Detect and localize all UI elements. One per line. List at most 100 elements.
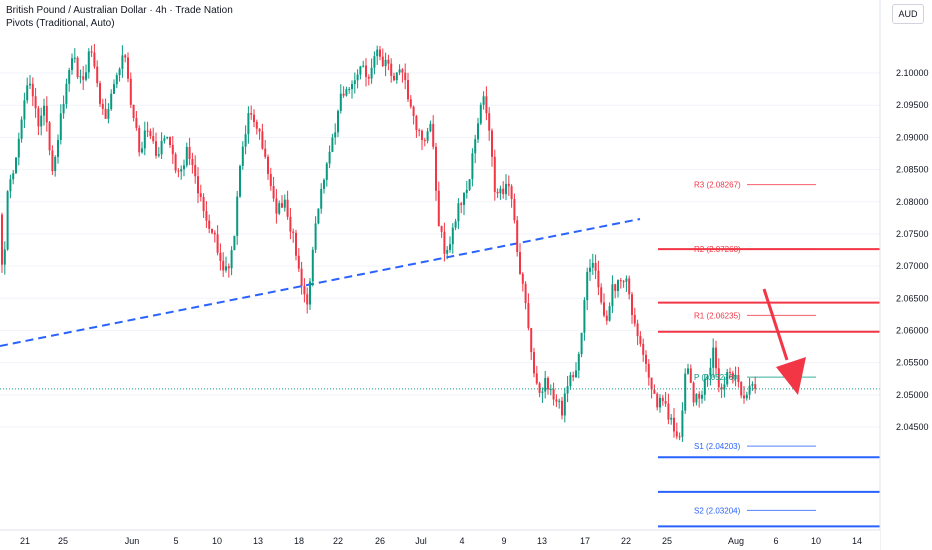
candle-body (538, 383, 541, 393)
price-axis[interactable]: 2.10000 2.09500 2.09000 2.08500 2.08000 2.075… (879, 0, 932, 550)
candle-body (101, 103, 104, 109)
candle-body (373, 56, 376, 68)
candle-body (418, 130, 421, 132)
candle-body (37, 108, 40, 127)
candle-body (468, 179, 471, 190)
candle-body (9, 179, 12, 192)
x-tick-label: 14 (852, 536, 862, 546)
y-tick-label: 2.09000 (896, 132, 929, 142)
x-tick-label: 10 (212, 536, 222, 546)
x-tick-label: 22 (621, 536, 631, 546)
candle-body (628, 278, 631, 295)
candle-body (712, 347, 715, 368)
candle-body (73, 57, 76, 59)
candle-body (323, 179, 325, 189)
candle-body (558, 400, 561, 402)
candle-body (477, 123, 479, 140)
candle-body (661, 397, 664, 402)
candle-body (597, 270, 600, 288)
y-tick-label: 2.07500 (896, 229, 929, 239)
y-tick-label: 2.06500 (896, 293, 929, 303)
candle-body (505, 183, 507, 195)
candle-body (85, 72, 87, 80)
candle-body (698, 393, 701, 399)
x-tick-label: 26 (375, 536, 385, 546)
candle-body (684, 373, 687, 411)
candle-body (535, 373, 538, 384)
candle-body (451, 227, 454, 245)
candle-body (474, 139, 477, 154)
candle-body (20, 119, 23, 139)
candle-body (272, 186, 275, 199)
candle-body (328, 151, 331, 164)
candle-body (440, 226, 443, 232)
candle-body (306, 294, 309, 305)
candle-body (247, 113, 250, 135)
candle-body (325, 163, 328, 180)
chart-grid (0, 72, 880, 428)
candle-body (493, 156, 496, 192)
candle-body (488, 113, 491, 131)
candle-body (692, 382, 695, 403)
candle-body (751, 384, 754, 386)
candle-body (124, 55, 127, 58)
candle-body (426, 131, 429, 141)
x-tick-label: 10 (811, 536, 821, 546)
candle-body (110, 93, 113, 110)
candle-body (99, 83, 101, 104)
candle-body (348, 89, 351, 91)
candle-body (283, 199, 286, 208)
time-axis[interactable]: 21 25 Jun 5 10 13 18 22 26 Jul 4 9 13 17 22 25 Aug 6 10 14 (0, 529, 880, 550)
candle-body (586, 271, 589, 301)
candle-body (169, 137, 171, 146)
candle-body (334, 132, 337, 138)
candle-body (303, 285, 306, 295)
candle-body (205, 211, 208, 221)
arrow-shaft (762, 288, 789, 361)
candle-body (68, 70, 71, 84)
candle-body (138, 127, 141, 153)
candle-body (236, 196, 239, 236)
candle-body (577, 354, 580, 371)
candle-body (311, 249, 314, 282)
candle-body (90, 51, 93, 53)
candle-body (45, 105, 48, 123)
candle-body (96, 66, 99, 84)
candle-body (614, 284, 617, 291)
candle-body (180, 169, 183, 172)
candle-body (29, 83, 31, 86)
trendline (0, 218, 641, 347)
candle-body (141, 148, 143, 153)
indicator-label[interactable]: Pivots (Traditional, Auto) (6, 18, 115, 29)
candle-body (43, 105, 45, 116)
candle-body (572, 375, 575, 378)
candle-body (185, 146, 188, 166)
candle-body (650, 377, 653, 390)
candle-body (706, 375, 709, 380)
currency-badge[interactable]: AUD (892, 4, 924, 24)
candle-body (605, 315, 608, 321)
candle-body (647, 363, 650, 378)
candle-body (748, 385, 751, 395)
candle-body (376, 49, 379, 57)
candle-body (300, 268, 303, 286)
candle-body (547, 377, 549, 390)
candle-body (202, 196, 205, 212)
candle-body (230, 250, 233, 269)
candle-body (631, 294, 633, 315)
candle-body (561, 400, 563, 416)
candle-body (407, 80, 409, 100)
candle-body (121, 55, 124, 69)
candle-body (552, 389, 555, 400)
candle-body (507, 183, 510, 187)
candle-body (510, 186, 513, 200)
candle-body (569, 375, 572, 387)
candle-body (460, 203, 463, 205)
y-tick-label: 2.07000 (896, 261, 929, 271)
candle-body (449, 244, 451, 250)
candle-body (387, 59, 390, 64)
candle-body (104, 108, 107, 119)
pivot-label: S1 (2.04203) (694, 442, 741, 451)
candle-body (642, 343, 645, 355)
